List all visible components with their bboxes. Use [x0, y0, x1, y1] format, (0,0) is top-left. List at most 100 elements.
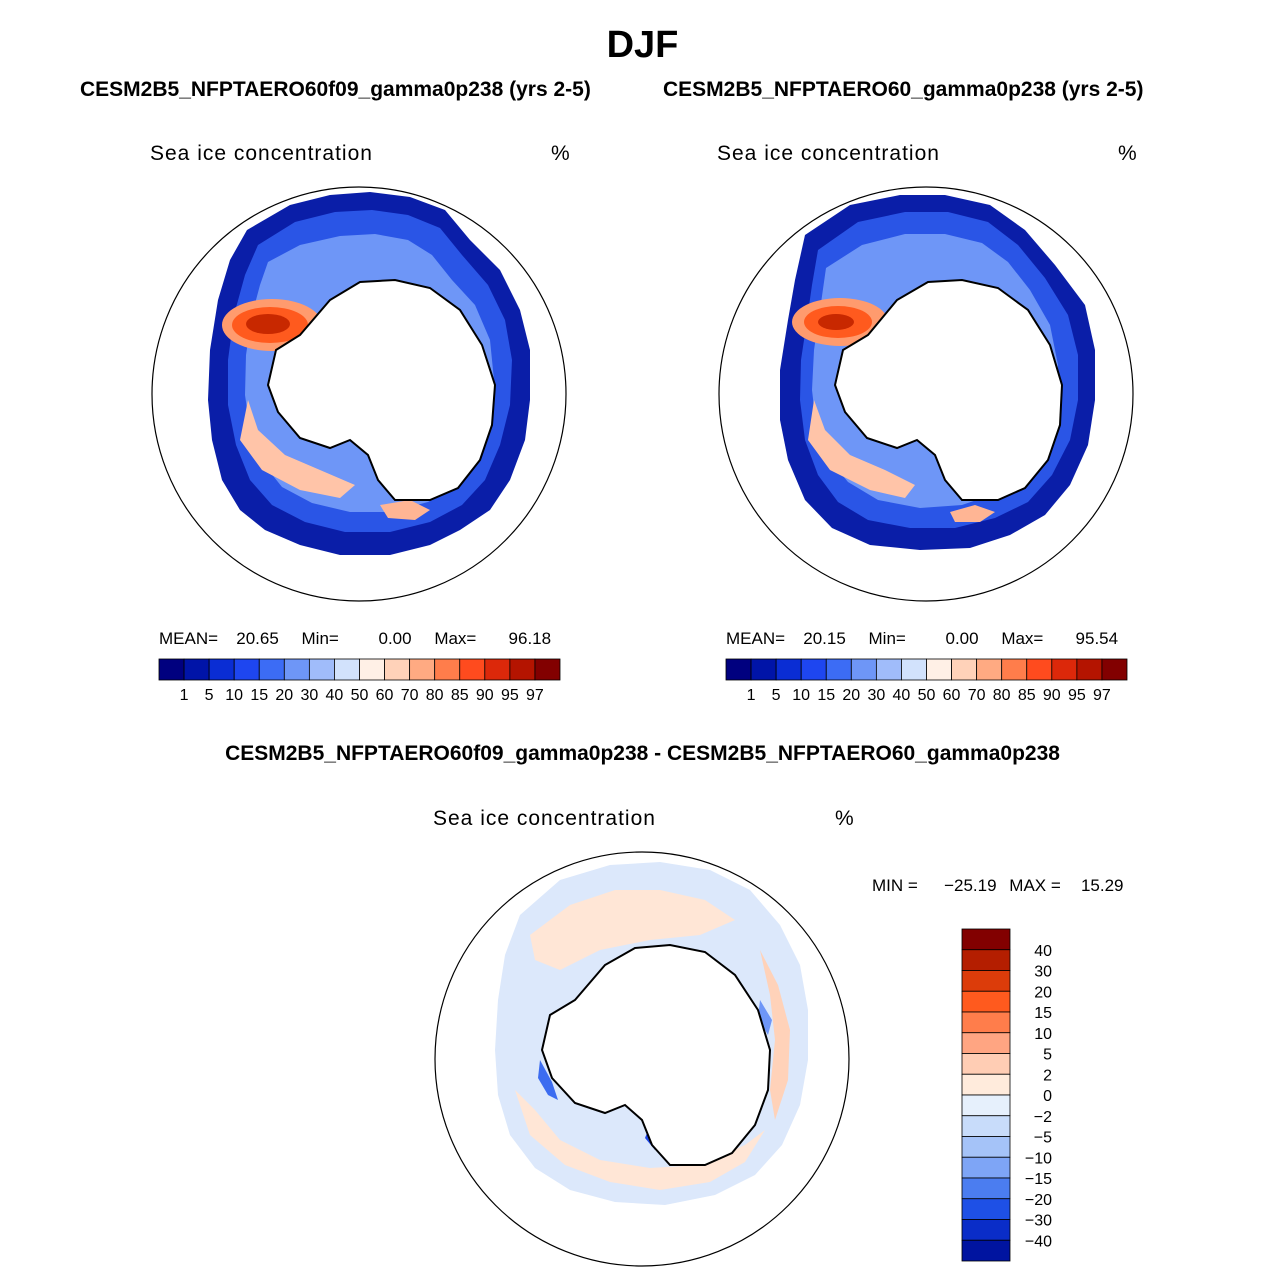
colorbar-tick-label: 70: [968, 687, 986, 704]
colorbar-tick-label: 2: [1043, 1067, 1052, 1084]
colorbar-swatch: [434, 658, 461, 681]
colorbar-swatch: [750, 658, 777, 681]
colorbar-tick-label: 40: [326, 687, 344, 704]
colorbar-swatch: [775, 658, 802, 681]
colorbar-swatch: [961, 1011, 1011, 1034]
colorbar-swatch: [534, 658, 561, 681]
colorbar-swatch: [951, 658, 978, 681]
max-label: MAX =: [1009, 876, 1061, 895]
colorbar-swatch: [1001, 658, 1028, 681]
mean-label: MEAN=: [726, 629, 786, 648]
colorbar-tick-label: 40: [893, 687, 911, 704]
colorbar-tick-label: 70: [401, 687, 419, 704]
colorbar-tick-label: −30: [1025, 1213, 1052, 1230]
colorbar-tick-label: 97: [526, 687, 544, 704]
colorbar-tick-label: 80: [426, 687, 444, 704]
colorbar-swatch: [1051, 658, 1078, 681]
colorbar-tick-label: 90: [1043, 687, 1061, 704]
colorbar-swatch: [725, 658, 752, 681]
colorbar-swatch: [901, 658, 927, 681]
colorbar-swatch: [961, 949, 1011, 971]
colorbar-tick-label: 30: [867, 687, 885, 704]
antarctica-coastline: [266, 278, 497, 501]
colorbar-swatch: [961, 1032, 1011, 1054]
colorbar-swatch: [976, 658, 1003, 681]
colorbar-tick-label: 5: [205, 687, 214, 704]
colorbar-tick-label: 50: [351, 687, 369, 704]
antarctica-coastline: [540, 943, 772, 1166]
colorbar-swatch: [283, 658, 310, 681]
ice-positive-anomaly-ross: [808, 400, 915, 498]
colorbar-swatch: [308, 658, 335, 681]
panel-a-map: [151, 186, 567, 602]
colorbar-tick-label: 15: [817, 687, 835, 704]
panel-c-units-label: %: [835, 807, 854, 830]
colorbar-swatch: [961, 990, 1011, 1013]
difference-title: CESM2B5_NFPTAERO60f09_gamma0p238 - CESM2…: [225, 742, 1060, 765]
min-value: −25.19: [944, 876, 997, 895]
colorbar-tick-label: 5: [772, 687, 781, 704]
mean-value: 20.15: [803, 629, 846, 648]
case-a-title: CESM2B5_NFPTAERO60f09_gamma0p238 (yrs 2-…: [80, 78, 591, 101]
colorbar-tick-label: 15: [1034, 1005, 1052, 1022]
colorbar-swatch: [800, 658, 827, 681]
ice-high-concentration-patch: [380, 500, 430, 520]
weddell-sea-ice-max: [818, 314, 854, 330]
colorbar-swatch: [961, 1219, 1011, 1241]
colorbar-tick-label: 10: [1034, 1026, 1052, 1043]
colorbar-swatch: [158, 658, 185, 681]
colorbar-swatch: [961, 1136, 1011, 1158]
colorbar-tick-label: 90: [476, 687, 494, 704]
colorbar-swatch: [409, 658, 436, 681]
colorbar-swatch: [1076, 658, 1103, 681]
mean-label: MEAN=: [159, 629, 219, 648]
colorbar-swatch: [334, 658, 360, 681]
colorbar-tick-label: 5: [1043, 1047, 1052, 1064]
panel-c-variable-label: Sea ice concentration: [433, 807, 656, 830]
diff-field-positive-east: [760, 950, 790, 1120]
colorbar-tick-label: 95: [501, 687, 519, 704]
min-label: Min=: [301, 629, 339, 648]
colorbar-swatch: [961, 970, 1011, 992]
colorbar-tick-label: 85: [451, 687, 469, 704]
colorbar-swatch: [1101, 658, 1128, 681]
colorbar-swatch: [961, 1053, 1011, 1075]
colorbar-tick-label: 85: [1018, 687, 1036, 704]
case-b-title: CESM2B5_NFPTAERO60_gamma0p238 (yrs 2-5): [663, 78, 1144, 101]
colorbar-tick-label: 50: [918, 687, 936, 704]
ice-high-concentration-patch: [950, 505, 995, 522]
colorbar-swatch: [459, 658, 486, 681]
colorbar-tick-label: −40: [1025, 1233, 1052, 1250]
colorbar-swatch: [484, 658, 511, 681]
colorbar-swatch: [961, 1198, 1011, 1220]
panel-c-map: [434, 851, 850, 1267]
colorbar-swatch: [961, 1156, 1011, 1179]
colorbar-swatch: [208, 658, 235, 681]
panel-b-variable-label: Sea ice concentration: [717, 142, 940, 165]
colorbar-tick-label: −20: [1025, 1192, 1052, 1209]
min-label: MIN =: [872, 876, 918, 895]
colorbar-tick-label: 15: [250, 687, 268, 704]
colorbar-swatch: [233, 658, 260, 681]
panel-b-stats: MEAN= 20.15 Min= 0.00 Max= 95.54: [726, 629, 1118, 649]
mean-value: 20.65: [236, 629, 279, 648]
colorbar-swatch: [825, 658, 852, 681]
colorbar-tick-label: 95: [1068, 687, 1086, 704]
colorbar-swatch: [183, 658, 210, 681]
min-value: 0.00: [378, 629, 412, 648]
panel-a-colorbar: 1 5 10 15 20 30 40 50 60 70 80 85 90 95 97: [158, 658, 561, 704]
panel-a-units-label: %: [551, 142, 570, 165]
colorbar-tick-label: 20: [842, 687, 860, 704]
diff-field-positive-small: [530, 890, 735, 970]
colorbar-swatch: [961, 1115, 1011, 1137]
colorbar-tick-label: 0: [1043, 1088, 1052, 1105]
colorbar-tick-label: −10: [1025, 1150, 1052, 1167]
colorbar-swatch: [926, 658, 952, 681]
colorbar-tick-label: 10: [225, 687, 243, 704]
panel-b-units-label: %: [1118, 142, 1137, 165]
colorbar-tick-label: −2: [1034, 1109, 1052, 1126]
panel-b-colorbar: 1 5 10 15 20 30 40 50 60 70 80 85 90 95 97: [725, 658, 1128, 704]
colorbar-swatch: [384, 658, 411, 681]
